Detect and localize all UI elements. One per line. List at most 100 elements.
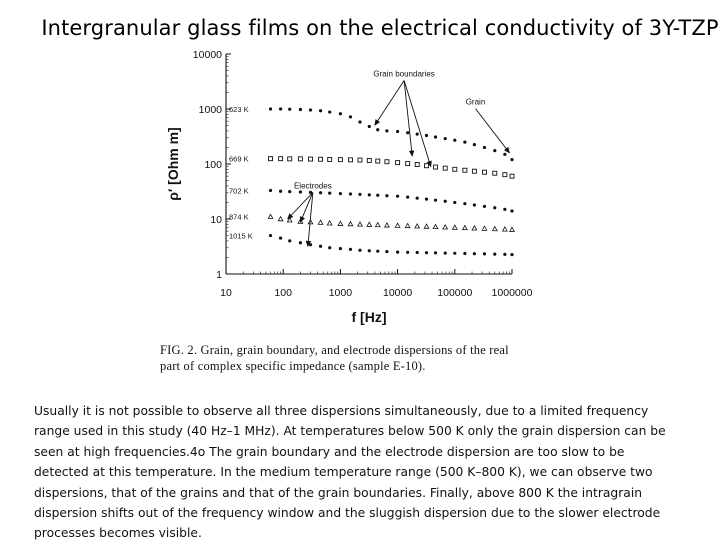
data-point: [472, 143, 476, 147]
data-point: [471, 224, 478, 231]
data-point: [317, 219, 324, 225]
data-point: [443, 251, 447, 255]
slide-title: Intergranular glass films on the electri…: [41, 16, 719, 40]
data-point: [493, 252, 497, 256]
data-point: [385, 194, 389, 198]
data-point: [348, 157, 353, 163]
data-point: [406, 250, 410, 254]
data-point: [348, 247, 353, 252]
data-point: [277, 215, 284, 222]
data-point: [463, 140, 467, 144]
data-point: [288, 189, 292, 194]
x-tick-label: 1000: [329, 287, 353, 299]
y-tick-label: 1: [216, 269, 222, 281]
data-point: [453, 138, 457, 142]
data-point: [375, 158, 381, 164]
data-point: [501, 226, 508, 232]
data-point: [298, 241, 303, 245]
y-tick-label: 10000: [193, 49, 222, 61]
data-point: [414, 222, 421, 229]
body-line: range used in this study (40 Hz–1 MHz). …: [34, 424, 666, 439]
data-point: [510, 158, 514, 162]
data-point: [395, 160, 401, 166]
data-point: [318, 191, 323, 195]
data-point: [453, 251, 457, 255]
data-point: [424, 251, 429, 255]
data-point: [278, 189, 283, 193]
data-point: [358, 120, 362, 124]
data-point: [433, 164, 438, 170]
data-point: [357, 157, 363, 163]
data-point: [492, 170, 498, 176]
data-point: [366, 221, 373, 227]
x-tick-label: 100000: [437, 287, 472, 299]
data-point: [357, 221, 363, 227]
data-point: [415, 196, 419, 200]
data-point: [443, 199, 447, 203]
data-point: [406, 131, 410, 135]
data-point: [308, 156, 313, 162]
data-point: [503, 252, 507, 256]
figure-caption: FIG. 2. Grain, grain boundary, and elect…: [160, 342, 560, 374]
data-point: [451, 224, 458, 230]
data-point: [433, 135, 438, 139]
data-point: [510, 209, 514, 213]
data-point: [509, 226, 515, 232]
annotation-arrow: [403, 80, 432, 168]
data-point: [286, 216, 293, 223]
series-1015-k: 1015 K: [229, 232, 514, 257]
annotation-arrow: [403, 80, 415, 157]
data-point: [406, 195, 410, 199]
data-point: [462, 167, 468, 173]
data-point: [510, 253, 514, 257]
x-axis-label: f [Hz]: [352, 309, 387, 325]
data-point: [288, 239, 292, 243]
body-paragraph: Usually it is not possible to observe al…: [34, 401, 720, 544]
data-point: [348, 115, 353, 119]
data-point: [338, 191, 342, 196]
annotation-arrow: [374, 80, 405, 126]
data-point: [328, 246, 332, 250]
data-point: [328, 191, 332, 195]
caption-line: FIG. 2. Grain, grain boundary, and elect…: [160, 343, 509, 357]
data-point: [493, 149, 497, 153]
data-point: [452, 166, 458, 172]
body-line: detected at this temperature. In the med…: [34, 465, 653, 480]
data-point: [424, 133, 429, 138]
data-point: [384, 159, 390, 165]
data-point: [327, 156, 333, 162]
data-point: [326, 219, 333, 226]
data-point: [367, 124, 371, 129]
data-point: [358, 192, 362, 197]
series-label: 702 K: [229, 186, 249, 195]
data-point: [278, 236, 283, 240]
data-point: [376, 128, 380, 132]
annotation-label: Electrodes: [294, 181, 332, 190]
data-point: [414, 162, 420, 167]
data-point: [463, 202, 467, 206]
data-point: [442, 165, 448, 171]
y-tick-label: 100: [204, 159, 222, 171]
data-point: [376, 249, 380, 253]
data-point: [502, 172, 508, 178]
data-point: [307, 218, 314, 225]
body-line: dispersion shifts out of the frequency w…: [34, 506, 661, 521]
data-point: [288, 107, 292, 111]
data-point: [396, 129, 400, 134]
data-point: [374, 221, 381, 228]
data-point: [433, 198, 438, 202]
annotation-arrow: [300, 192, 314, 223]
data-point: [308, 190, 313, 194]
data-point: [338, 112, 342, 116]
x-tick-label: 1000000: [492, 287, 533, 299]
data-point: [453, 200, 457, 205]
annotation-arrow: [475, 108, 510, 154]
series-label: 623 K: [229, 105, 249, 114]
series-label: 1015 K: [229, 232, 253, 241]
data-point: [424, 197, 429, 201]
data-point: [482, 169, 487, 175]
series-669-k: 669 K: [229, 155, 515, 179]
data-point: [442, 223, 449, 230]
data-point: [415, 132, 419, 136]
data-point: [432, 223, 439, 230]
